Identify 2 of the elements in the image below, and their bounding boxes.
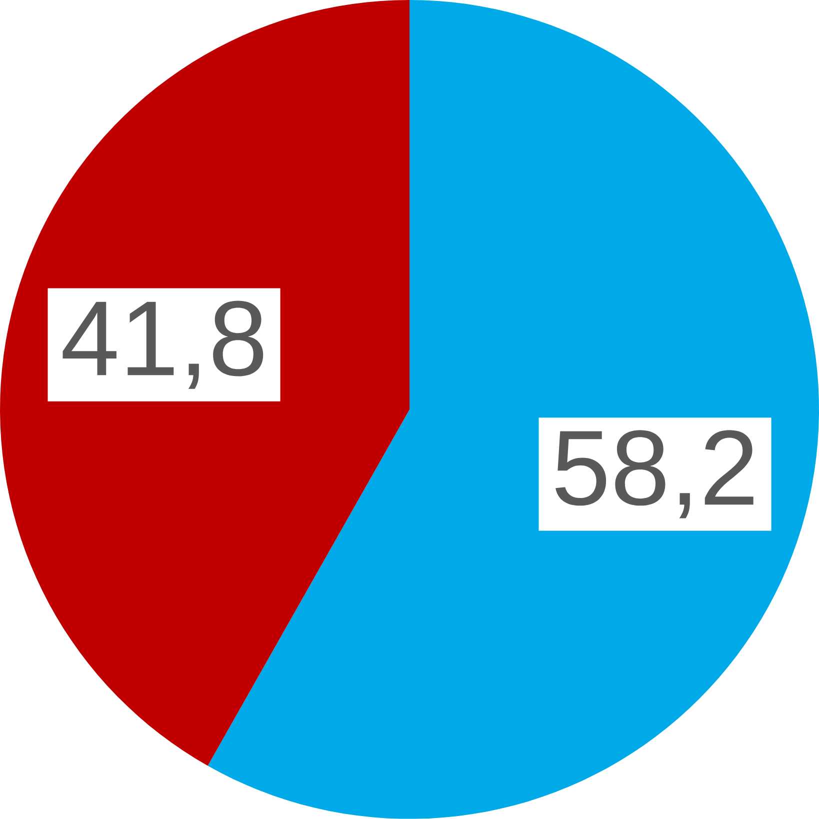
data-label: 41,8 — [62, 300, 264, 389]
data-label: 58,2 — [556, 430, 754, 518]
